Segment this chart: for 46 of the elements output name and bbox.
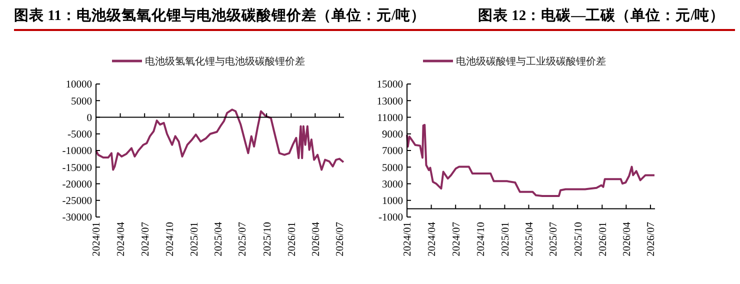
y-tick-label: 5000 [382, 162, 403, 174]
x-tick-label: 2024/01 [92, 222, 103, 256]
x-tick-label: 2025/07 [548, 222, 560, 256]
x-tick-label: 2025/04 [524, 221, 536, 256]
y-tick-label: 10000 [66, 80, 92, 91]
legend-label: 电池级碳酸锂与工业级碳酸锂价差 [456, 56, 606, 68]
x-tick-label: 2024/07 [451, 222, 462, 256]
line-series [406, 124, 656, 197]
x-tick-label: 2024/07 [140, 222, 152, 256]
x-tick-label: 2025/07 [238, 222, 249, 256]
x-tick-label: 2024/10 [164, 222, 176, 256]
x-tick-label: 2026/07 [646, 222, 658, 256]
y-tick-label: 0 [86, 112, 92, 124]
x-tick-label: 2026/04 [310, 221, 322, 256]
y-tick-label: 9000 [382, 130, 403, 141]
x-tick-label: 2025/10 [262, 222, 274, 256]
y-tick-label: -5000 [68, 130, 92, 141]
y-tick-label: -30000 [62, 212, 92, 224]
chart-title: 图表 11：电池级氢氧化锂与电池级碳酸锂价差（单位：元/吨） [14, 7, 426, 24]
x-tick-label: 2026/07 [335, 222, 346, 256]
x-tick-label: 2026/01 [598, 222, 609, 256]
chart-title: 图表 12：电碳—工碳（单位：元/吨） [478, 7, 725, 24]
legend-label: 电池级氢氧化锂与电池级碳酸锂价差 [145, 56, 305, 68]
x-tick-label: 2026/01 [286, 222, 298, 256]
x-tick-label: 2024/04 [116, 221, 127, 256]
y-tick-label: 15000 [376, 80, 403, 91]
y-tick-label: 7000 [382, 146, 403, 158]
x-tick-label: 2025/10 [573, 222, 584, 256]
y-tick-label: -15000 [62, 162, 92, 174]
x-tick-label: 2025/01 [500, 222, 512, 256]
y-tick-label: 3000 [382, 179, 403, 190]
x-tick-label: 2026/04 [622, 221, 633, 256]
y-tick-label: -20000 [62, 179, 92, 190]
y-tick-label: 11000 [377, 112, 403, 124]
x-tick-label: 2024/04 [426, 221, 438, 256]
y-tick-label: -1000 [378, 212, 403, 224]
y-tick-label: 1000 [382, 196, 403, 208]
x-tick-label: 2025/01 [189, 222, 200, 256]
y-tick-label: -25000 [62, 196, 92, 208]
x-tick-label: 2025/04 [213, 221, 224, 256]
y-tick-label: 13000 [376, 96, 403, 108]
x-tick-label: 2024/01 [402, 222, 414, 256]
line-series [95, 108, 344, 171]
x-tick-label: 2024/10 [476, 222, 487, 256]
y-tick-label: -10000 [62, 146, 92, 158]
y-tick-label: 5000 [71, 96, 92, 108]
